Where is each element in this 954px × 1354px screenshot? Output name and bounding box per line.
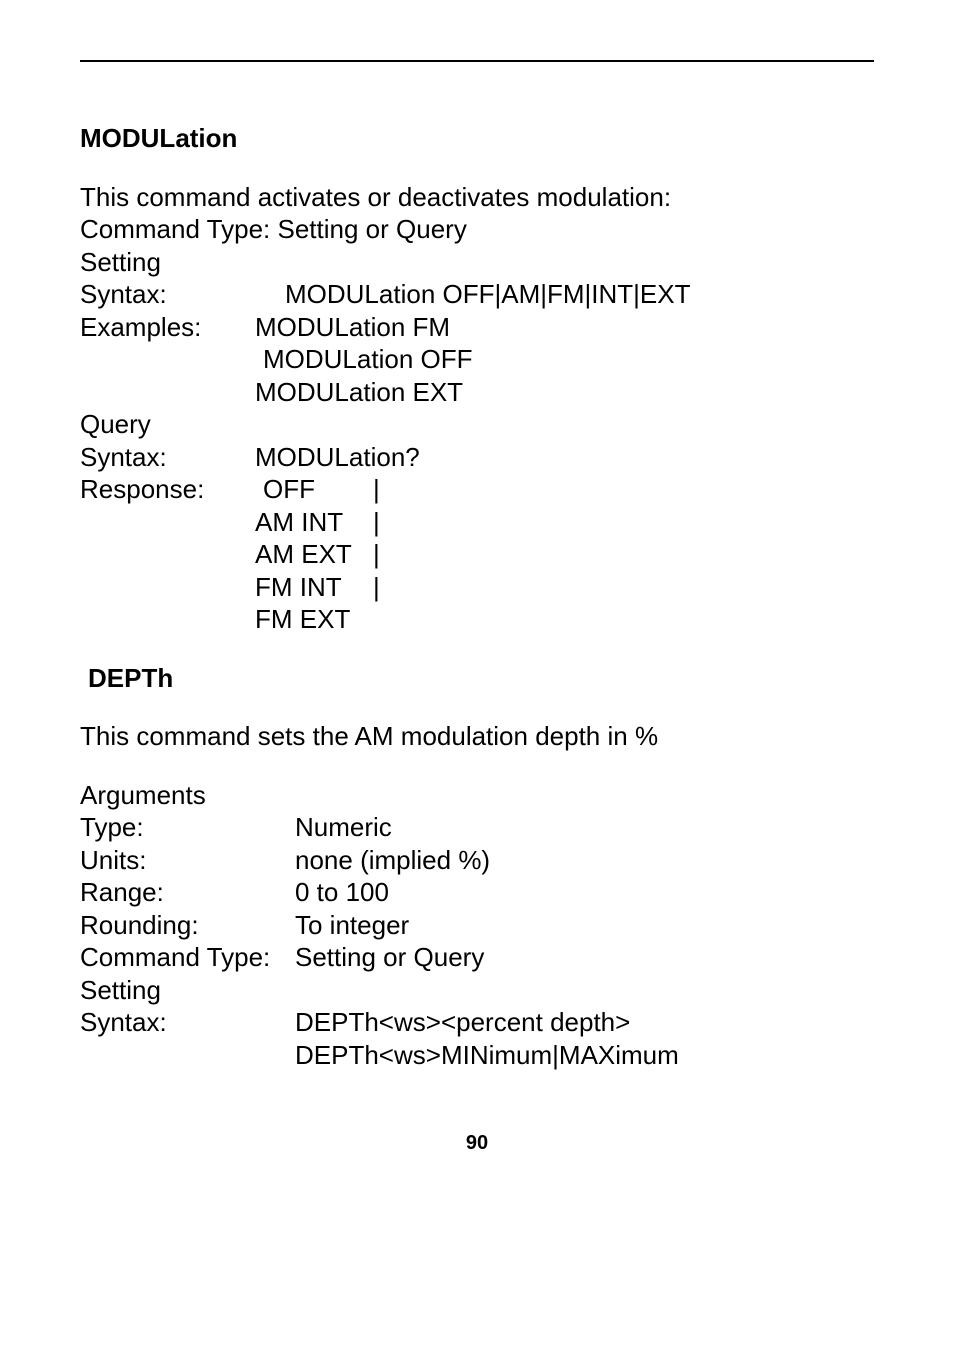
modulation-response-pipe-3: | — [373, 571, 380, 604]
modulation-response-1: AM INT — [255, 506, 373, 539]
depth-syntax-1: DEPTh<ws>MINimum|MAXimum — [80, 1039, 874, 1072]
modulation-setting-heading: Setting — [80, 246, 874, 279]
depth-syntax-row: Syntax: DEPTh<ws><percent depth> — [80, 1006, 874, 1039]
depth-syntax-label: Syntax: — [80, 1006, 295, 1039]
modulation-response-pipe-0: | — [373, 473, 380, 506]
depth-range-value: 0 to 100 — [295, 876, 874, 909]
modulation-query-syntax-row: Syntax: MODULation? — [80, 441, 874, 474]
modulation-syntax-value: MODULation OFF|AM|FM|INT|EXT — [255, 278, 874, 311]
depth-command-type-value: Setting or Query — [295, 941, 874, 974]
modulation-response-row-0: Response: OFF | — [80, 473, 874, 506]
modulation-response-4: FM EXT — [255, 603, 373, 636]
depth-units-row: Units: none (implied %) — [80, 844, 874, 877]
depth-type-label: Type: — [80, 811, 295, 844]
modulation-example-0: MODULation FM — [255, 311, 874, 344]
modulation-query-syntax-label: Syntax: — [80, 441, 255, 474]
modulation-heading: MODULation — [80, 122, 874, 155]
depth-intro: This command sets the AM modulation dept… — [80, 720, 874, 753]
modulation-intro: This command activates or deactivates mo… — [80, 181, 874, 214]
depth-rounding-label: Rounding: — [80, 909, 295, 942]
top-divider — [80, 60, 874, 62]
modulation-response-row-4: FM EXT — [80, 603, 874, 636]
depth-type-row: Type: Numeric — [80, 811, 874, 844]
depth-command-type-row: Command Type: Setting or Query — [80, 941, 874, 974]
modulation-query-heading: Query — [80, 408, 874, 441]
depth-command-type-label: Command Type: — [80, 941, 295, 974]
depth-units-label: Units: — [80, 844, 295, 877]
modulation-response-pipe-1: | — [373, 506, 380, 539]
modulation-response-pipe-2: | — [373, 538, 380, 571]
depth-range-row: Range: 0 to 100 — [80, 876, 874, 909]
modulation-example-1: MODULation OFF — [80, 343, 874, 376]
modulation-response-row-3: FM INT | — [80, 571, 874, 604]
modulation-response-0: OFF — [263, 473, 373, 506]
modulation-example-2: MODULation EXT — [80, 376, 874, 409]
modulation-response-row-2: AM EXT | — [80, 538, 874, 571]
modulation-syntax-row: Syntax: MODULation OFF|AM|FM|INT|EXT — [80, 278, 874, 311]
depth-type-value: Numeric — [295, 811, 874, 844]
page-number: 90 — [80, 1131, 874, 1156]
depth-syntax-0: DEPTh<ws><percent depth> — [295, 1006, 874, 1039]
depth-rounding-row: Rounding: To integer — [80, 909, 874, 942]
modulation-response-2: AM EXT — [255, 538, 373, 571]
modulation-query-syntax-value: MODULation? — [255, 441, 874, 474]
modulation-response-label: Response: — [80, 473, 255, 506]
modulation-response-row-1: AM INT | — [80, 506, 874, 539]
depth-arguments-heading: Arguments — [80, 779, 874, 812]
depth-rounding-value: To integer — [295, 909, 874, 942]
modulation-command-type: Command Type: Setting or Query — [80, 213, 874, 246]
modulation-examples-label: Examples: — [80, 311, 255, 344]
modulation-response-3: FM INT — [255, 571, 373, 604]
modulation-examples-row: Examples: MODULation FM — [80, 311, 874, 344]
depth-heading: DEPTh — [80, 662, 874, 695]
depth-units-value: none (implied %) — [295, 844, 874, 877]
modulation-syntax-label: Syntax: — [80, 278, 255, 311]
depth-setting-heading: Setting — [80, 974, 874, 1007]
depth-range-label: Range: — [80, 876, 295, 909]
